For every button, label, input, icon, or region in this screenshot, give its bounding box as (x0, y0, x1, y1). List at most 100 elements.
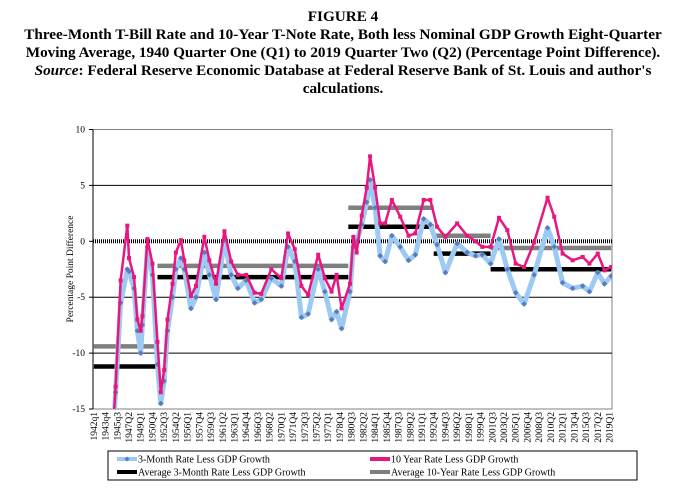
ten-year-point (513, 261, 518, 266)
x-tick-label: 1977Q1 (324, 412, 334, 443)
y-tick-label: 5 (80, 181, 85, 191)
three-month-point (305, 311, 311, 317)
x-tick-label: 2003Q2 (500, 412, 510, 443)
legend-label: Average 3-Month Rate Less GDP Growth (138, 468, 305, 479)
three-month-point (251, 299, 258, 306)
three-month-point (464, 249, 470, 256)
x-tick-label: 1980Q3 (348, 412, 358, 443)
ten-year-point (595, 251, 600, 256)
three-month-point (193, 294, 199, 300)
ten-year-point (406, 233, 411, 238)
three-month-point (178, 255, 184, 261)
ten-year-point (413, 231, 418, 236)
three-month-point (338, 325, 345, 332)
three-month-point (559, 279, 566, 286)
x-tick-label: 1998Q1 (465, 412, 475, 443)
legend-box (107, 450, 638, 481)
ten-year-point (162, 367, 167, 372)
three-month-point (188, 305, 194, 312)
x-tick-label: 1978Q4 (336, 412, 346, 443)
ten-year-point (132, 275, 137, 280)
ten-year-point (158, 390, 163, 395)
x-tick-label: 1982Q2 (359, 412, 369, 443)
three-month-point (353, 238, 360, 245)
ten-year-point (207, 258, 212, 263)
x-tick-label: 2013Q4 (570, 412, 580, 443)
ten-year-point (138, 328, 143, 333)
three-month-point (551, 244, 558, 250)
three-month-point (434, 241, 440, 248)
three-month-point (608, 273, 612, 279)
x-tick-label: 1989Q2 (406, 412, 416, 443)
three-month-point (521, 301, 527, 307)
ten-year-point (378, 221, 383, 226)
x-tick-label: 1966Q3 (254, 412, 264, 443)
three-month-point (454, 240, 460, 247)
x-tick-label: 1975Q2 (313, 412, 323, 443)
ten-year-point (182, 258, 187, 263)
x-tick-label: 1959Q3 (207, 412, 217, 443)
ten-year-point (113, 384, 118, 389)
three-month-point (213, 296, 219, 303)
x-tick-label: 1987Q3 (395, 412, 405, 443)
ten-year-point (364, 185, 369, 190)
ten-year-point (244, 272, 249, 277)
x-tick-label: 2001Q3 (488, 412, 498, 443)
ten-year-point (299, 284, 304, 289)
y-tick-label: -10 (72, 349, 85, 359)
ten-year-point (383, 221, 388, 226)
three-month-point (169, 294, 176, 300)
ten-year-point (368, 154, 373, 159)
ten-year-point (522, 265, 527, 270)
ten-year-point (252, 290, 257, 295)
three-month-point (181, 266, 188, 273)
three-month-point (328, 316, 335, 323)
three-month-point (382, 258, 388, 265)
ten-year-point (496, 215, 501, 220)
three-month-point (377, 253, 383, 259)
ten-year-point (235, 272, 240, 277)
three-month-point (235, 285, 241, 292)
ten-year-point (165, 317, 170, 322)
x-tick-label: 1957Q4 (195, 412, 205, 443)
ten-year-point (354, 250, 359, 255)
ten-year-point (229, 259, 234, 264)
y-tick-label: -15 (72, 405, 85, 415)
x-tick-label: 2008Q3 (535, 412, 545, 443)
y-tick-label: 10 (76, 126, 86, 136)
three-month-point (315, 266, 321, 273)
three-month-point (333, 308, 340, 315)
x-tick-label: 1952Q3 (160, 412, 170, 443)
x-tick-label: 2012Q1 (559, 412, 569, 443)
three-month-point (243, 277, 249, 284)
ten-year-point (329, 289, 334, 294)
three-month-point (389, 232, 395, 239)
x-tick-label: 1954Q2 (172, 412, 182, 443)
x-tick-label: 1999Q4 (477, 412, 487, 443)
three-month-point (322, 288, 328, 295)
caption-source-text: : Federal Reserve Economic Database at F… (78, 62, 652, 97)
x-tick-label: 1971Q4 (289, 412, 299, 443)
x-tick-label: 1947Q2 (125, 412, 135, 443)
ten-year-point (126, 256, 131, 261)
three-month-point (569, 285, 576, 292)
three-month-point (442, 269, 449, 276)
x-tick-label: 1945q3 (113, 412, 123, 441)
ten-year-point (570, 258, 575, 263)
ten-year-point (259, 291, 264, 296)
three-month-point (412, 251, 419, 258)
ten-year-point (560, 251, 565, 256)
ten-year-point (292, 247, 297, 252)
ten-year-point (135, 317, 140, 322)
ten-year-point (443, 234, 448, 239)
x-tick-label: 1970Q1 (277, 412, 287, 443)
ten-year-point (532, 240, 537, 245)
ten-year-point (150, 261, 155, 266)
legend-label: Average 10-Year Rate Less GDP Growth (391, 468, 555, 479)
ten-year-point (214, 281, 219, 286)
three-month-point (427, 221, 434, 228)
ten-year-point (435, 224, 440, 229)
caption-text: Three-Month T-Bill Rate and 10-Year T-No… (24, 26, 662, 61)
ten-year-point (155, 339, 160, 344)
